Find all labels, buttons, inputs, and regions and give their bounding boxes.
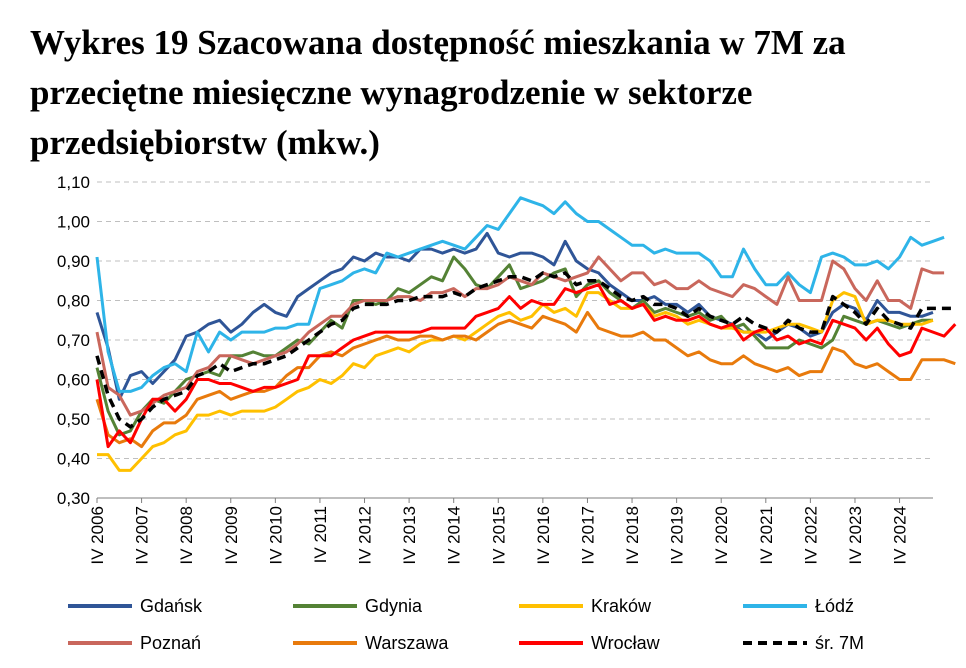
x-tick-label: IV 2008: [177, 506, 196, 565]
y-tick-label: 0,80: [57, 292, 90, 311]
x-tick-label: IV 2009: [222, 506, 241, 565]
x-tick-label: IV 2007: [133, 506, 152, 565]
y-tick-label: 0,70: [57, 331, 90, 350]
x-tick-label: IV 2016: [534, 506, 553, 565]
x-tick-label: IV 2023: [846, 506, 865, 565]
y-tick-label: 0,90: [57, 252, 90, 271]
x-tick-label: IV 2012: [356, 506, 375, 565]
legend: Gdańsk Gdynia Kraków Łódź Poznań Warszawa Wroc…: [68, 596, 864, 653]
x-tick-label: IV 2022: [801, 506, 820, 565]
chart-title: Wykres 19 Szacowana dostępność mieszkani…: [30, 23, 846, 162]
y-tick-label: 0,60: [57, 371, 90, 390]
legend-label: Warszawa: [365, 633, 449, 653]
series-line: [95, 255, 945, 417]
y-tick-label: 1,10: [57, 173, 90, 192]
x-tick-label: IV 2013: [400, 506, 419, 565]
x-tick-label: IV 2011: [311, 506, 330, 563]
series-line: [95, 231, 934, 401]
x-tick-label: IV 2015: [489, 506, 508, 565]
x-tick-label: IV 2018: [623, 506, 642, 565]
series-line: [95, 271, 956, 429]
y-axis: 0,30 0,40 0,50 0,60 0,70 0,80 0,90 1,00 1,10: [57, 173, 90, 508]
series-line: [95, 196, 945, 393]
y-tick-label: 0,30: [57, 489, 90, 508]
x-tick-label: IV 2017: [578, 506, 597, 565]
x-tick-label: IV 2020: [712, 506, 731, 565]
legend-label: Gdańsk: [140, 596, 203, 616]
legend-label: Wrocław: [591, 633, 661, 653]
series-line: [95, 255, 933, 437]
x-tick-label: IV 2006: [88, 506, 107, 565]
legend-label: Poznań: [140, 633, 201, 653]
y-tick-label: 0,40: [57, 450, 90, 469]
y-tick-label: 1,00: [57, 213, 90, 232]
x-axis: IV 2006 IV 2007 IV 2008 IV 2009 IV 2010 IV 20…: [88, 497, 933, 565]
legend-label: Kraków: [591, 596, 652, 616]
series-lines: [95, 196, 957, 472]
x-tick-label: IV 2024: [891, 506, 910, 565]
legend-label: Łódź: [815, 596, 854, 616]
series-line: [95, 283, 957, 449]
legend-label: śr. 7M: [815, 633, 864, 653]
x-tick-label: IV 2021: [757, 506, 776, 565]
legend-label: Gdynia: [365, 596, 423, 616]
y-tick-label: 0,50: [57, 410, 90, 429]
x-tick-label: IV 2010: [266, 506, 285, 565]
x-tick-label: IV 2014: [445, 506, 464, 565]
x-tick-label: IV 2019: [668, 506, 687, 565]
series-line: [95, 310, 956, 449]
series-line: [97, 291, 934, 472]
